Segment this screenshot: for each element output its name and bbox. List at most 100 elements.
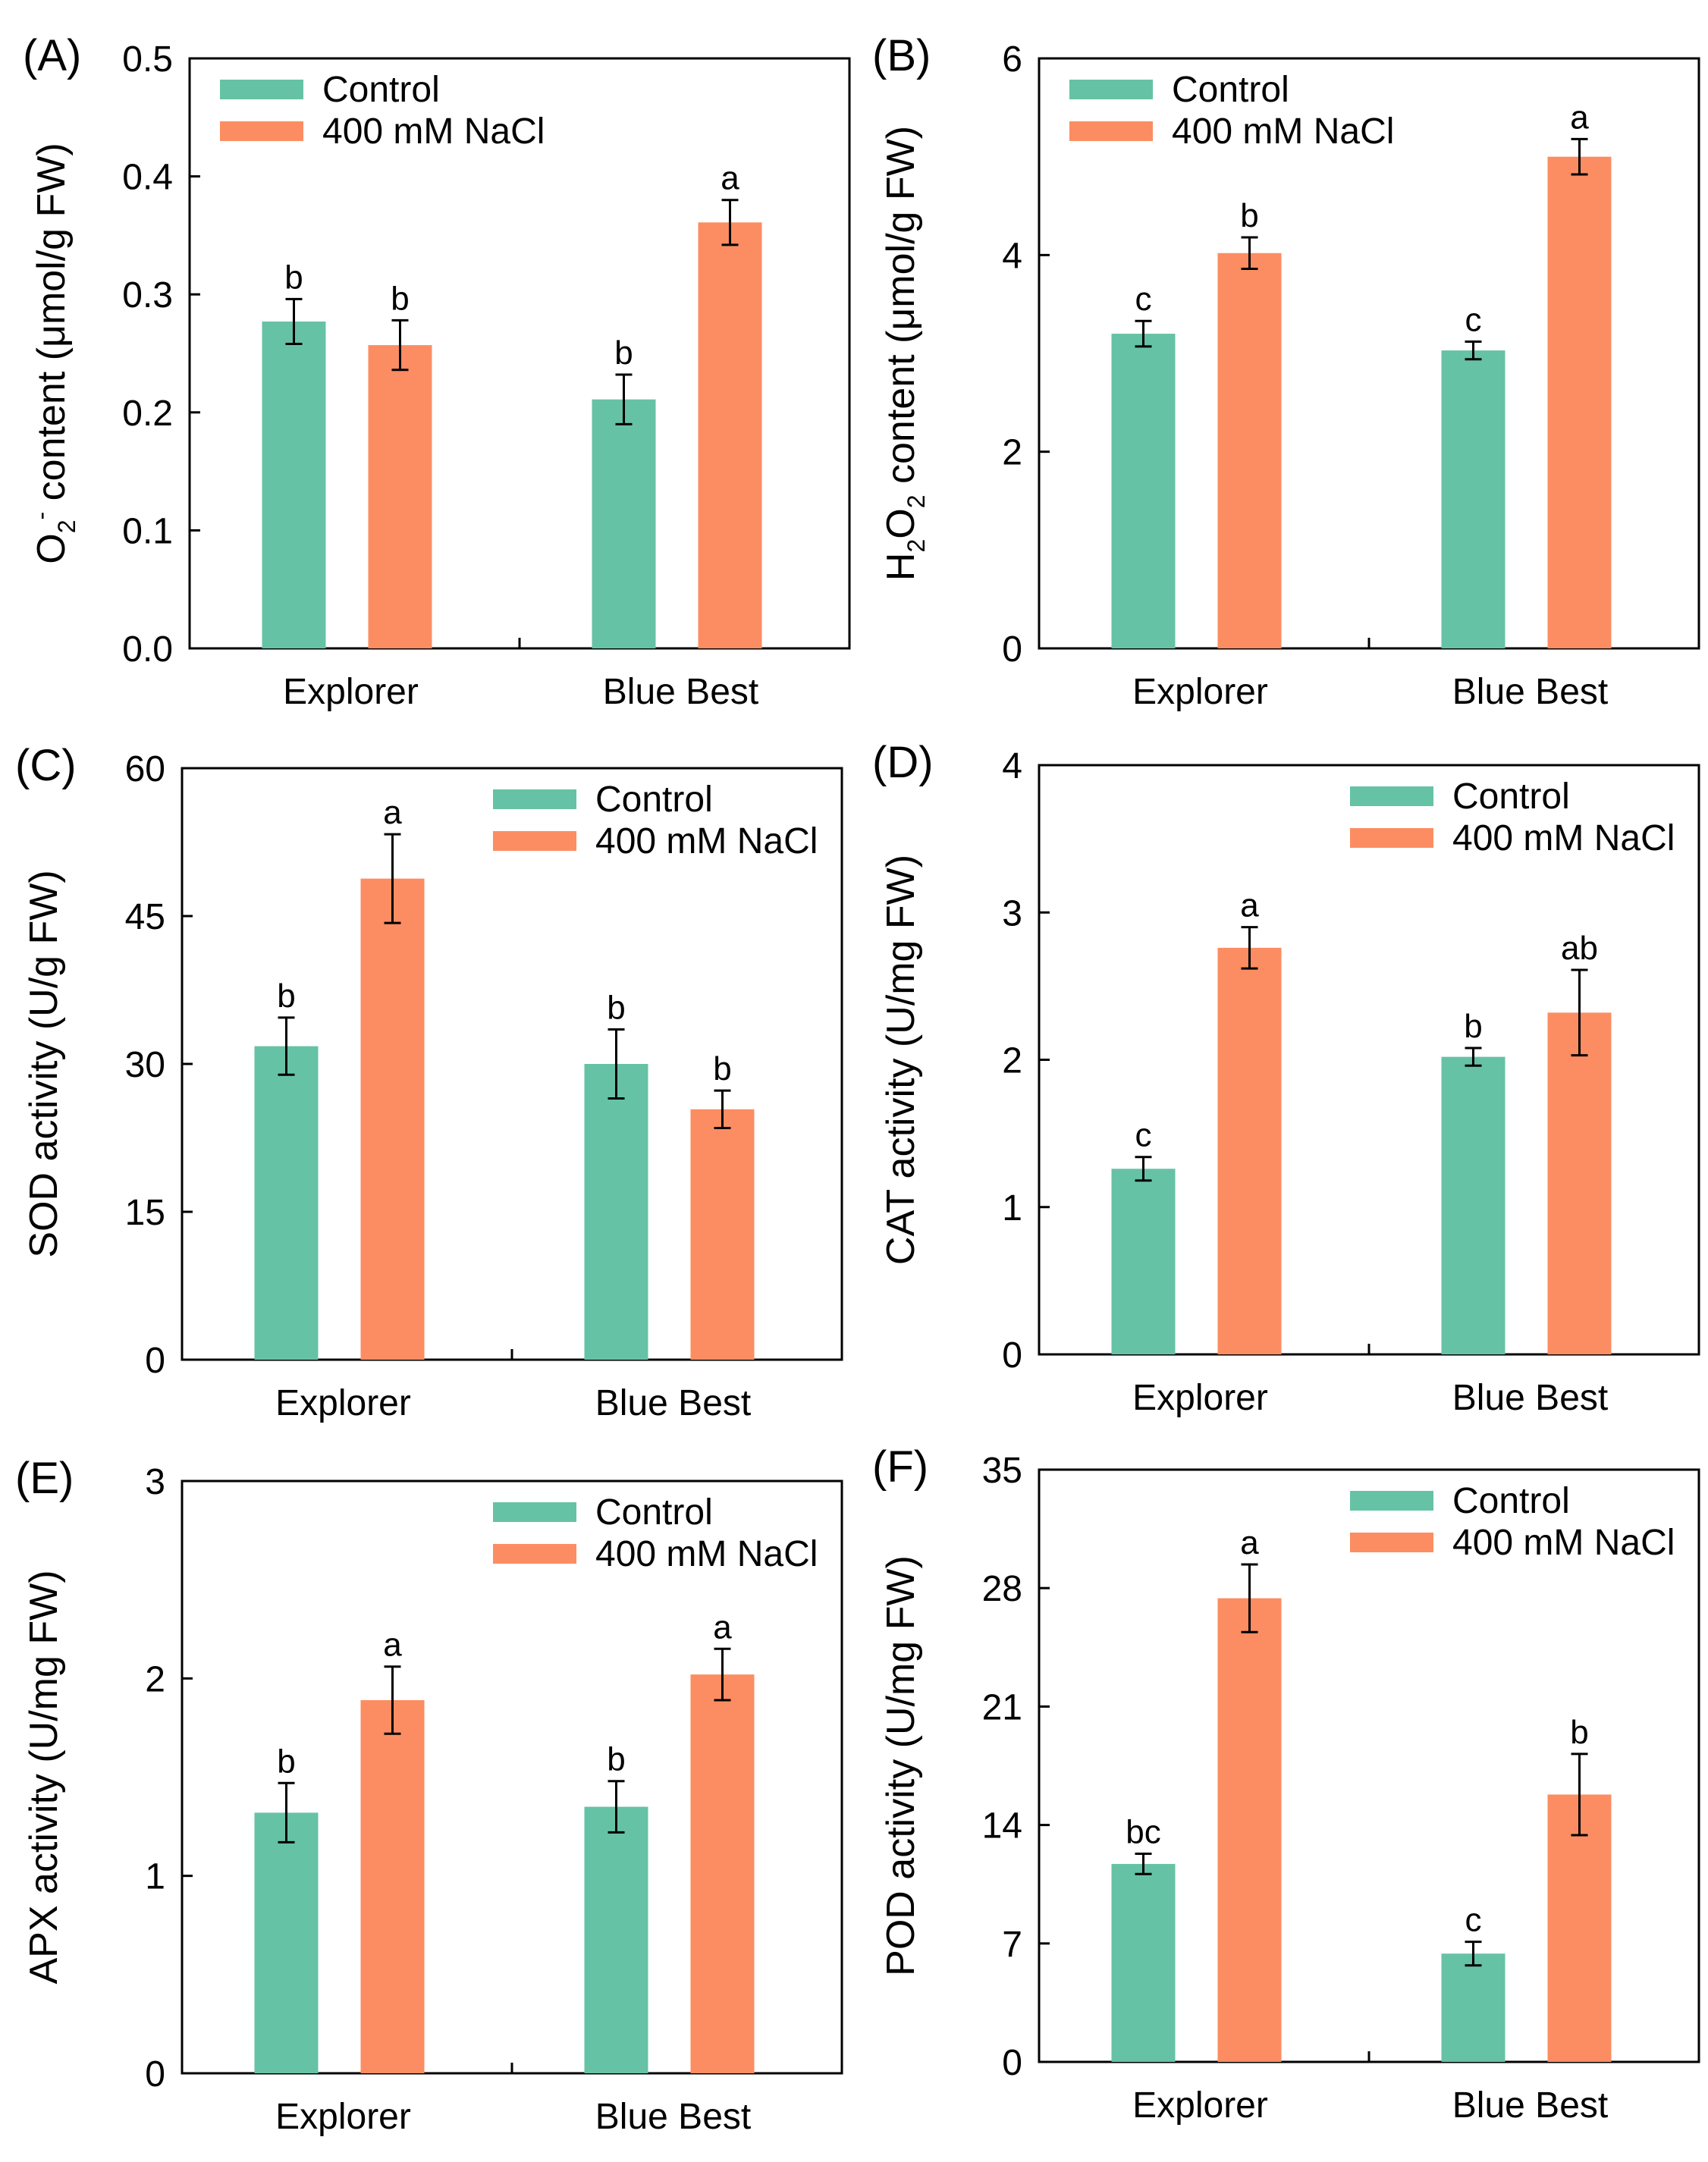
significance-letter: b — [277, 977, 295, 1015]
panel-label: (F) — [872, 1442, 928, 1492]
bar-control — [1441, 350, 1505, 648]
legend-label: 400 mM NaCl — [322, 111, 545, 152]
y-axis-label: POD activity (U/mg FW) — [879, 1555, 923, 1976]
bar-nacl — [698, 222, 762, 648]
y-tick-label: 4 — [1002, 236, 1022, 276]
bar-control — [1441, 1056, 1505, 1354]
bar-control — [254, 1812, 319, 2073]
bar-nacl — [1547, 1012, 1612, 1354]
y-tick-label: 0.0 — [122, 629, 173, 670]
legend-swatch-control — [1350, 1491, 1433, 1511]
x-tick-label: Blue Best — [1452, 1378, 1608, 1418]
x-tick-label: Explorer — [283, 672, 419, 712]
legend-label: 400 mM NaCl — [1452, 818, 1675, 858]
significance-letter: b — [1570, 1714, 1588, 1751]
legend-label: Control — [595, 1492, 713, 1533]
panel-label: (C) — [15, 741, 77, 790]
y-tick-label: 2 — [1002, 1041, 1022, 1081]
x-tick-label: Blue Best — [603, 672, 758, 712]
y-tick-label: 4 — [1002, 746, 1022, 786]
y-tick-label: 0 — [1002, 2043, 1022, 2083]
legend-label: 400 mM NaCl — [595, 1534, 818, 1574]
x-tick-label: Blue Best — [595, 2097, 751, 2137]
panel-label: (D) — [872, 738, 934, 787]
panel-label: (E) — [15, 1454, 74, 1503]
y-tick-label: 0 — [1002, 629, 1022, 670]
bar-nacl — [690, 1109, 755, 1360]
y-tick-label: 30 — [125, 1045, 165, 1085]
significance-letter: b — [614, 334, 633, 372]
significance-letter: b — [1240, 197, 1258, 234]
y-axis-label: H2O2 content (μmol/g FW) — [879, 126, 930, 581]
legend-swatch-nacl — [1350, 1533, 1433, 1552]
bar-nacl — [1217, 1598, 1282, 2062]
legend-label: Control — [1452, 1481, 1570, 1521]
y-tick-label: 7 — [1002, 1925, 1022, 1965]
x-tick-label: Explorer — [1132, 672, 1268, 712]
y-tick-label: 45 — [125, 897, 165, 937]
significance-letter: a — [713, 1608, 732, 1646]
legend-swatch-control — [493, 789, 576, 809]
legend-swatch-nacl — [1069, 121, 1153, 141]
bar-control — [262, 321, 326, 648]
significance-letter: a — [1570, 99, 1589, 136]
y-tick-label: 3 — [145, 1462, 165, 1502]
legend-swatch-nacl — [493, 1544, 576, 1564]
panel-c: (C) 0 15 30 45 60 Explorer b a Blue Best b b Control… — [15, 741, 843, 1423]
x-tick-label: Explorer — [1132, 2085, 1268, 2126]
y-axis-label: CAT activity (U/mg FW) — [879, 855, 923, 1265]
y-tick-label: 2 — [1002, 433, 1022, 473]
bar-control — [592, 399, 656, 648]
significance-letter: b — [1464, 1008, 1482, 1045]
bar-nacl — [1547, 156, 1612, 648]
y-tick-label: 1 — [1002, 1188, 1022, 1228]
panel-f: (F) 0 7 14 21 28 35 Explorer bc a Blue Best c b Contr… — [872, 1442, 1700, 2126]
bar-nacl — [1217, 947, 1282, 1354]
panel-a: (A) 0.0 0.1 0.2 0.3 0.4 0.5 Explorer b b Blue Best… — [23, 31, 851, 712]
legend-swatch-control — [1069, 80, 1153, 99]
y-tick-label: 21 — [982, 1687, 1022, 1727]
y-tick-label: 60 — [125, 749, 165, 789]
significance-letter: c — [1465, 301, 1482, 338]
legend-label: Control — [322, 70, 440, 110]
bar-nacl — [690, 1674, 755, 2073]
bar-control — [1111, 334, 1176, 648]
y-tick-label: 0.3 — [122, 275, 173, 315]
significance-letter: c — [1135, 1117, 1152, 1154]
y-tick-label: 15 — [125, 1193, 165, 1233]
legend-swatch-control — [493, 1502, 576, 1522]
significance-letter: a — [1240, 1524, 1259, 1561]
y-tick-label: 3 — [1002, 893, 1022, 934]
y-tick-label: 14 — [982, 1806, 1022, 1847]
significance-letter: b — [391, 280, 409, 317]
bar-control — [584, 1064, 648, 1360]
legend-swatch-nacl — [493, 831, 576, 851]
panel-label: (B) — [872, 31, 931, 80]
y-tick-label: 35 — [982, 1451, 1022, 1491]
y-tick-label: 0 — [1002, 1335, 1022, 1376]
bar-control — [584, 1806, 648, 2073]
y-axis-label: APX activity (U/mg FW) — [22, 1570, 66, 1984]
bar-nacl — [1547, 1794, 1612, 2062]
panel-label: (A) — [23, 31, 81, 80]
bar-nacl — [1217, 253, 1282, 648]
bar-control — [1111, 1863, 1176, 2062]
x-tick-label: Blue Best — [595, 1383, 751, 1423]
legend-swatch-control — [220, 80, 303, 99]
legend-label: Control — [1452, 777, 1570, 817]
legend-swatch-nacl — [1350, 828, 1433, 848]
bar-control — [1441, 1953, 1505, 2062]
y-tick-label: 0.1 — [122, 511, 173, 551]
y-tick-label: 0.2 — [122, 394, 173, 434]
y-tick-label: 1 — [145, 1857, 165, 1897]
y-axis-label: SOD activity (U/g FW) — [22, 870, 66, 1257]
significance-letter: b — [713, 1050, 731, 1087]
significance-letter: a — [383, 794, 402, 831]
bar-control — [254, 1046, 319, 1360]
legend-label: 400 mM NaCl — [1172, 111, 1394, 152]
bar-control — [1111, 1169, 1176, 1354]
y-tick-label: 2 — [145, 1659, 165, 1699]
bar-nacl — [360, 878, 425, 1360]
